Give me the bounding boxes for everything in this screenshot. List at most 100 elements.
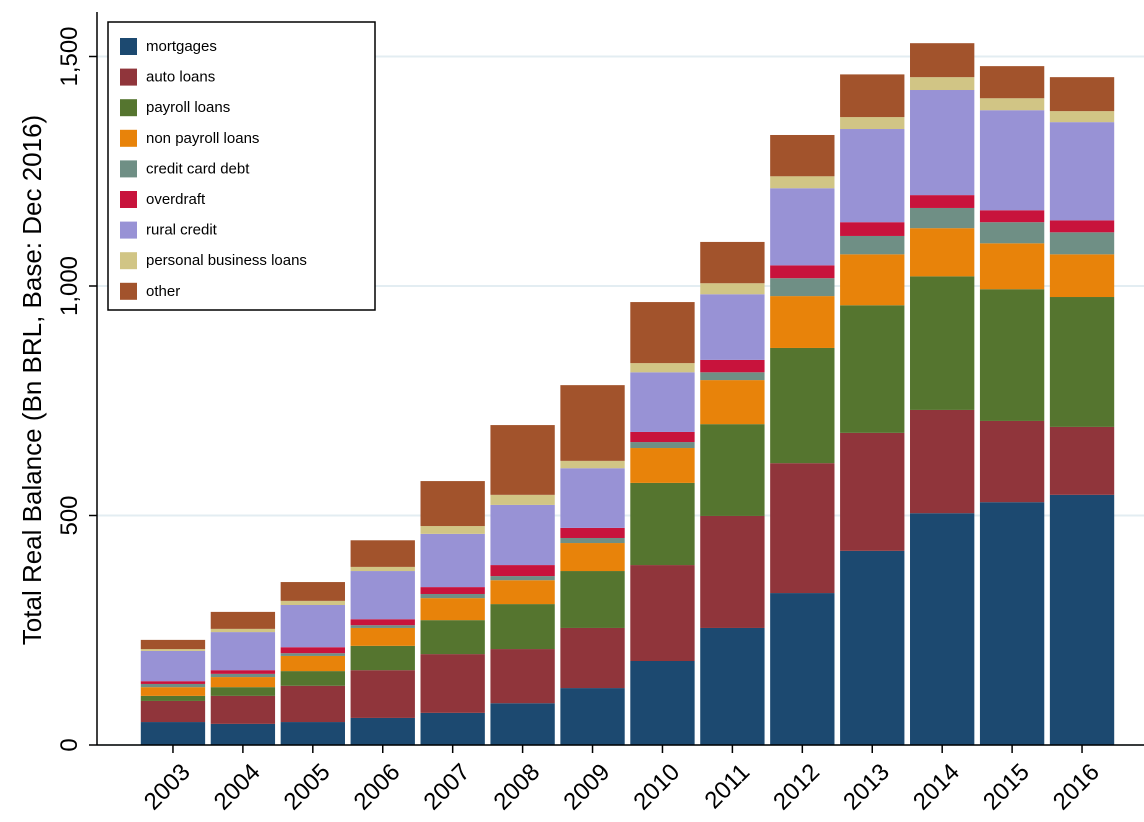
bar-segment bbox=[350, 540, 415, 567]
bar-segment bbox=[350, 625, 415, 628]
bar-segment bbox=[770, 278, 835, 297]
bar-segment bbox=[420, 533, 485, 588]
bar-segment bbox=[770, 347, 835, 464]
bar-segment bbox=[280, 605, 345, 648]
bar-segment bbox=[770, 176, 835, 189]
bar-segment bbox=[280, 647, 345, 654]
bar-segment bbox=[770, 188, 835, 266]
bar-segment bbox=[840, 117, 905, 130]
bar-segment bbox=[1049, 297, 1115, 427]
legend-label: non payroll loans bbox=[146, 130, 259, 147]
bar-segment bbox=[979, 110, 1045, 211]
bar-segment bbox=[280, 685, 345, 723]
legend-swatch bbox=[120, 99, 137, 117]
bar-segment bbox=[770, 463, 835, 594]
bar-segment bbox=[490, 703, 555, 745]
legend-label: other bbox=[146, 283, 180, 300]
bar-segment bbox=[210, 611, 276, 629]
legend-swatch bbox=[120, 160, 137, 178]
bar-segment bbox=[979, 289, 1045, 421]
bar-segment bbox=[210, 695, 276, 724]
bar-segment bbox=[350, 571, 415, 620]
bar-segment bbox=[979, 243, 1045, 290]
bar-segment bbox=[420, 620, 485, 655]
bar-segment bbox=[700, 627, 765, 745]
bar-segment bbox=[420, 712, 485, 745]
bar-segment bbox=[420, 654, 485, 713]
bar-segment bbox=[630, 431, 695, 443]
bar-segment bbox=[560, 688, 625, 745]
bar-segment bbox=[420, 481, 485, 527]
legend-label: payroll loans bbox=[146, 99, 230, 116]
bar-segment bbox=[280, 653, 345, 656]
bar-segment bbox=[630, 372, 695, 432]
bar-segment bbox=[350, 619, 415, 626]
y-tick-label: 1,500 bbox=[56, 26, 83, 86]
bar-segment bbox=[280, 671, 345, 686]
bar-segment bbox=[840, 432, 905, 551]
bar-segment bbox=[490, 425, 555, 495]
bar-segment bbox=[840, 305, 905, 433]
y-tick-label: 0 bbox=[56, 738, 83, 751]
bar-segment bbox=[700, 372, 765, 381]
bar-segment bbox=[1049, 494, 1115, 745]
bar-segment bbox=[1049, 77, 1115, 112]
legend-label: mortgages bbox=[146, 38, 217, 55]
y-axis-label: Total Real Balance (Bn BRL, Base: Dec 20… bbox=[17, 115, 47, 645]
bar-segment bbox=[560, 468, 625, 528]
legend-label: credit card debt bbox=[146, 160, 250, 177]
bar-segment bbox=[910, 207, 975, 229]
bar-segment bbox=[770, 265, 835, 279]
legend-swatch bbox=[120, 221, 137, 239]
bar-segment bbox=[140, 681, 206, 684]
bar-segment bbox=[140, 683, 206, 688]
bar-segment bbox=[490, 604, 555, 650]
bar-segment bbox=[770, 134, 835, 177]
bar-segment bbox=[910, 513, 975, 745]
legend-swatch bbox=[120, 38, 137, 55]
bar-segment bbox=[210, 687, 276, 696]
bar-segment bbox=[700, 359, 765, 373]
bar-segment bbox=[630, 442, 695, 449]
bar-segment bbox=[1049, 426, 1115, 495]
bar-segment bbox=[630, 482, 695, 566]
bar-segment bbox=[910, 409, 975, 514]
bar-segment bbox=[490, 576, 555, 581]
bar-segment bbox=[280, 582, 345, 601]
bar-segment bbox=[420, 526, 485, 534]
legend-label: auto loans bbox=[146, 69, 215, 86]
bar-segment bbox=[630, 302, 695, 364]
bar-segment bbox=[979, 210, 1045, 223]
bar-segment bbox=[770, 593, 835, 745]
y-tick-label: 1,000 bbox=[56, 256, 83, 316]
bar-segment bbox=[1049, 254, 1115, 298]
bar-segment bbox=[840, 129, 905, 223]
bar-segment bbox=[560, 527, 625, 538]
bar-segment bbox=[630, 448, 695, 483]
bar-segment bbox=[979, 222, 1045, 244]
legend-swatch bbox=[120, 129, 137, 147]
bar-segment bbox=[840, 222, 905, 236]
bar-segment bbox=[350, 717, 415, 745]
bar-segment bbox=[700, 283, 765, 295]
bar-segment bbox=[490, 580, 555, 605]
bar-segment bbox=[840, 235, 905, 255]
bar-segment bbox=[979, 420, 1045, 503]
bar-segment bbox=[979, 502, 1045, 745]
bar-segment bbox=[210, 670, 276, 674]
bar-segment bbox=[910, 77, 975, 91]
bar-segment bbox=[840, 550, 905, 745]
bar-segment bbox=[490, 494, 555, 505]
bar-segment bbox=[910, 90, 975, 196]
bar-segment bbox=[979, 66, 1045, 99]
bar-segment bbox=[700, 241, 765, 284]
legend-swatch bbox=[120, 282, 137, 300]
bar-segment bbox=[770, 296, 835, 348]
bar-segment bbox=[630, 363, 695, 373]
legend-box bbox=[107, 21, 376, 311]
bar-segment bbox=[140, 722, 206, 745]
bar-segment bbox=[350, 627, 415, 646]
bar-segment bbox=[420, 593, 485, 599]
bar-segment bbox=[140, 700, 206, 723]
